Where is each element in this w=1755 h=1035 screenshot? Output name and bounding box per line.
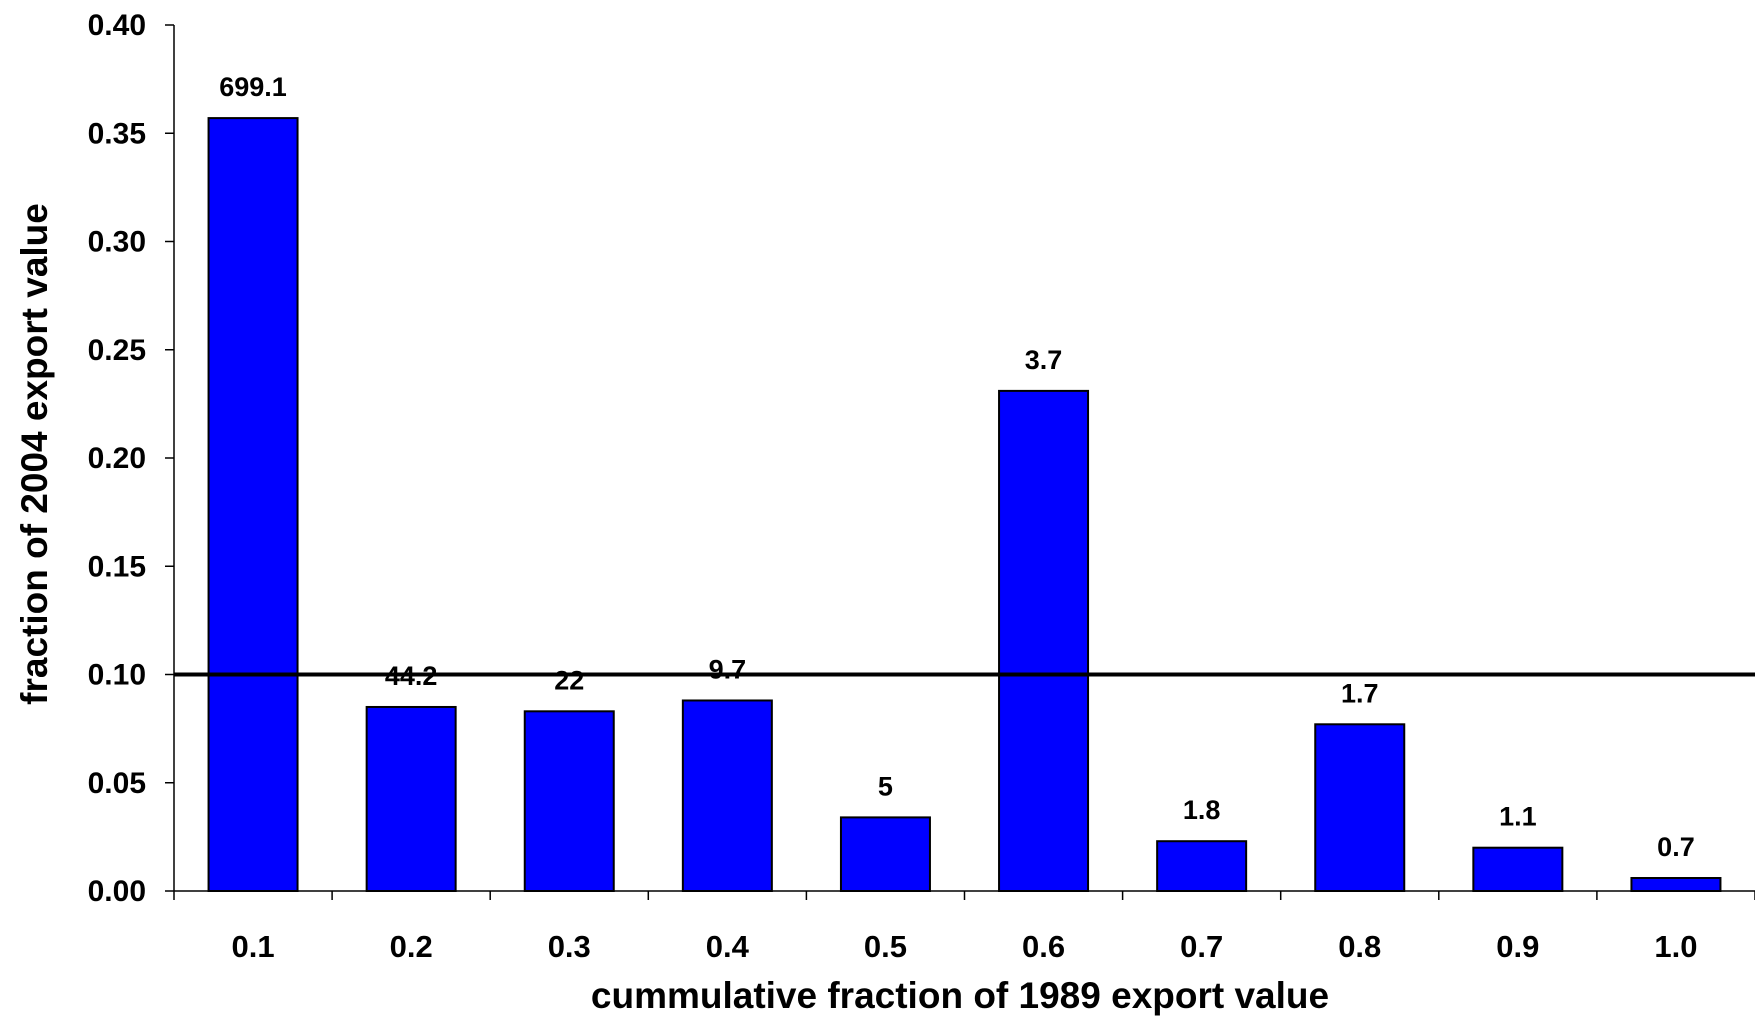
bar: [1630, 877, 1722, 893]
x-tick-label: 0.6: [1022, 929, 1065, 964]
y-tick-label: 0.25: [88, 334, 146, 367]
y-tick-label: 0.40: [88, 9, 146, 42]
x-tick-label: 0.7: [1180, 929, 1223, 964]
data-label: 1.7: [1341, 678, 1379, 708]
data-label: 1.1: [1499, 802, 1537, 832]
x-tick-label: 0.4: [706, 929, 750, 964]
y-tick-label: 0.10: [88, 659, 146, 692]
y-tick-label: 0.15: [88, 550, 146, 583]
y-tick-label: 0.35: [88, 117, 146, 150]
bar: [998, 389, 1090, 892]
data-label: 3.7: [1025, 345, 1063, 375]
y-tick-label: 0.00: [88, 875, 146, 908]
data-label: 9.7: [709, 654, 747, 684]
x-tick-label: 1.0: [1654, 929, 1697, 964]
x-tick-label: 0.8: [1338, 929, 1381, 964]
x-tick-label: 0.1: [231, 929, 274, 964]
y-tick-label: 0.30: [88, 226, 146, 259]
bar: [207, 117, 299, 893]
bar: [365, 705, 457, 892]
axes: 0.000.050.100.150.200.250.300.350.400.1 0…: [88, 9, 1755, 964]
y-tick-label: 0.20: [88, 442, 146, 475]
bar: [681, 699, 773, 892]
y-tick-label: 0.05: [88, 767, 146, 800]
y-axis-title: fraction of 2004 export value: [14, 203, 55, 705]
bar: [839, 816, 931, 893]
data-label: 0.7: [1657, 832, 1695, 862]
x-tick-label: 0.5: [864, 929, 907, 964]
x-axis-title: cummulative fraction of 1989 export valu…: [591, 975, 1329, 1016]
x-tick-label: 0.9: [1496, 929, 1539, 964]
data-label: 22: [554, 665, 584, 695]
bar: [523, 710, 615, 892]
bar: [1156, 840, 1248, 893]
data-label: 1.8: [1183, 795, 1221, 825]
bar: [1472, 846, 1564, 893]
data-label: 5: [878, 771, 893, 801]
data-label: 699.1: [219, 72, 287, 102]
x-tick-label: 0.3: [548, 929, 591, 964]
x-tick-label: 0.2: [390, 929, 433, 964]
bars: [207, 117, 1722, 893]
bar: [1314, 723, 1406, 892]
